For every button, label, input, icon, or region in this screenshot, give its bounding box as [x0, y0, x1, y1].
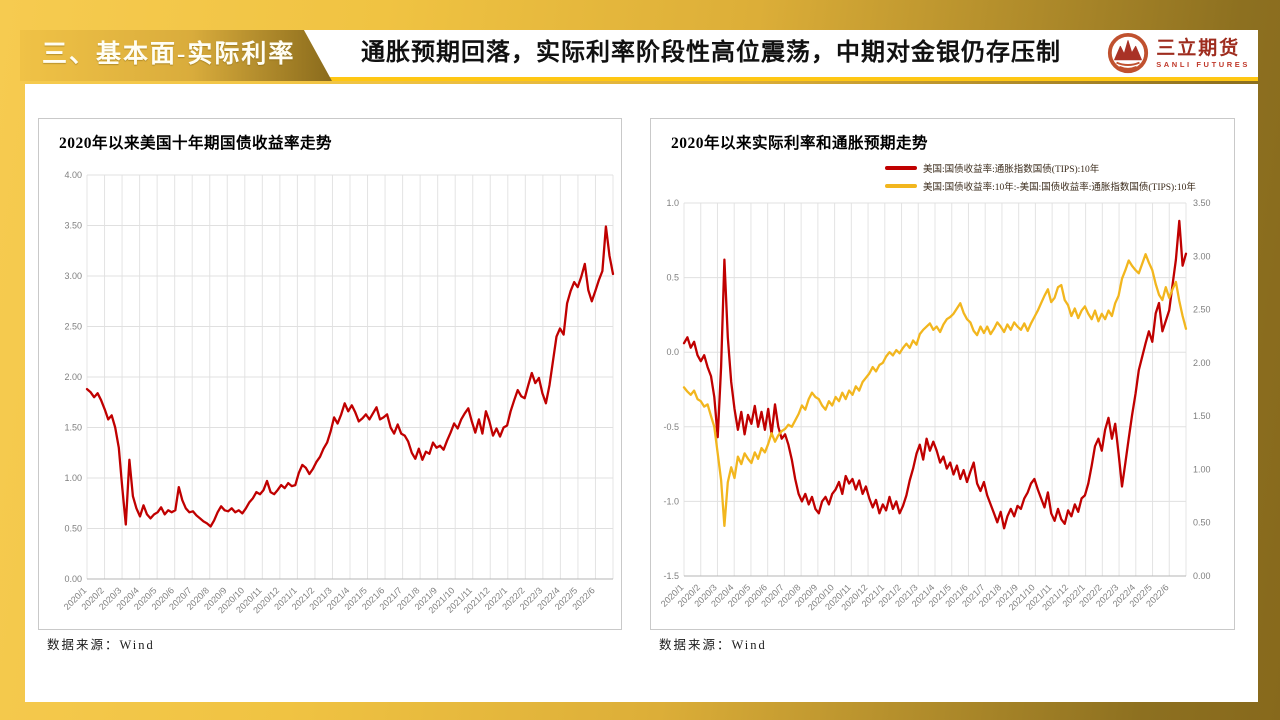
- legend-swatch-red: [885, 166, 917, 170]
- chart-box-real-rate: 1.0 0.5 0.0 -0.5 -1.0 -1.5 3.50 3.00 2.50 2.00 1.5…: [650, 118, 1235, 630]
- y-tick-label: -1.5: [663, 571, 679, 581]
- left-source-note: 数据来源：Wind: [47, 638, 155, 652]
- header-strip: 通胀预期回落，实际利率阶段性高位震荡，中期对金银仍存压制 三立期货 SANLI …: [295, 30, 1258, 81]
- y-tick-label: 0.50: [64, 524, 82, 534]
- logo-name-en: SANLI FUTURES: [1156, 60, 1250, 70]
- y-tick-label: 4.00: [64, 170, 82, 180]
- y-tick-label: 0.00: [64, 574, 82, 584]
- y-tick-label: 2.50: [64, 322, 82, 332]
- section-tab: 三、基本面-实际利率: [20, 30, 332, 81]
- series-line: [85, 225, 615, 528]
- y-tick-label: 1.0: [666, 198, 679, 208]
- series-line: [682, 219, 1188, 530]
- y2-tick-label: 1.00: [1193, 464, 1211, 474]
- y2-tick-label: 3.00: [1193, 251, 1211, 261]
- y-tick-label: 2.00: [64, 372, 82, 382]
- y-tick-label: 0.5: [666, 273, 679, 283]
- y-tick-label: 3.50: [64, 221, 82, 231]
- y2-tick-label: 2.50: [1193, 305, 1211, 315]
- legend-label-tips: 美国:国债收益率:通胀指数国债(TIPS):10年: [923, 165, 1100, 175]
- legend: 美国:国债收益率:通胀指数国债(TIPS):10年 美国:国债收益率:10年:-…: [885, 161, 1196, 193]
- section-label: 三、基本面-实际利率: [42, 41, 296, 68]
- right-source-note: 数据来源：Wind: [659, 638, 767, 652]
- right-chart-title: 2020年以来实际利率和通胀预期走势: [671, 135, 929, 152]
- legend-item-breakeven: 美国:国债收益率:10年:-美国:国债收益率:通胀指数国债(TIPS):10年: [885, 179, 1196, 193]
- logo-name-cn: 三立期货: [1156, 38, 1241, 60]
- legend-item-tips: 美国:国债收益率:通胀指数国债(TIPS):10年: [885, 161, 1196, 175]
- y-tick-label: -0.5: [663, 422, 679, 432]
- left-chart-title: 2020年以来美国十年期国债收益率走势: [59, 135, 333, 152]
- y-tick-label: 3.00: [64, 271, 82, 281]
- y-tick-label: 1.50: [64, 423, 82, 433]
- y-tick-label: 0.0: [666, 347, 679, 357]
- y-tick-label: -1.0: [663, 496, 679, 506]
- company-logo: 三立期货 SANLI FUTURES: [1106, 32, 1250, 76]
- y2-tick-label: 3.50: [1193, 198, 1211, 208]
- y-tick-label: 1.00: [64, 473, 82, 483]
- treasury-yield-chart-canvas: 4.003.503.002.502.001.501.000.500.002020…: [62, 170, 615, 615]
- content-panel: 4.00 3.50 3.00 2.50 2.00 1.50 1.00 0.50 0.00 2020…: [25, 84, 1258, 702]
- real-rate-chart-canvas: 1.0 0.5 0.0 -0.5 -1.0 -1.5 3.50 3.00 2.50 2.00 1.5…: [659, 198, 1211, 612]
- y2-tick-label: 0.50: [1193, 518, 1211, 528]
- y2-tick-label: 1.50: [1193, 411, 1211, 421]
- y2-tick-label: 0.00: [1193, 571, 1211, 581]
- legend-label-breakeven: 美国:国债收益率:10年:-美国:国债收益率:通胀指数国债(TIPS):10年: [923, 183, 1196, 193]
- legend-swatch-yellow: [885, 184, 917, 188]
- chart-box-treasury-yield: 4.00 3.50 3.00 2.50 2.00 1.50 1.00 0.50 0.00 2020…: [38, 118, 622, 630]
- series-line: [682, 253, 1188, 528]
- sanli-logo-icon: [1108, 32, 1149, 74]
- y2-tick-label: 2.00: [1193, 358, 1211, 368]
- headline: 通胀预期回落，实际利率阶段性高位震荡，中期对金银仍存压制: [361, 40, 1061, 66]
